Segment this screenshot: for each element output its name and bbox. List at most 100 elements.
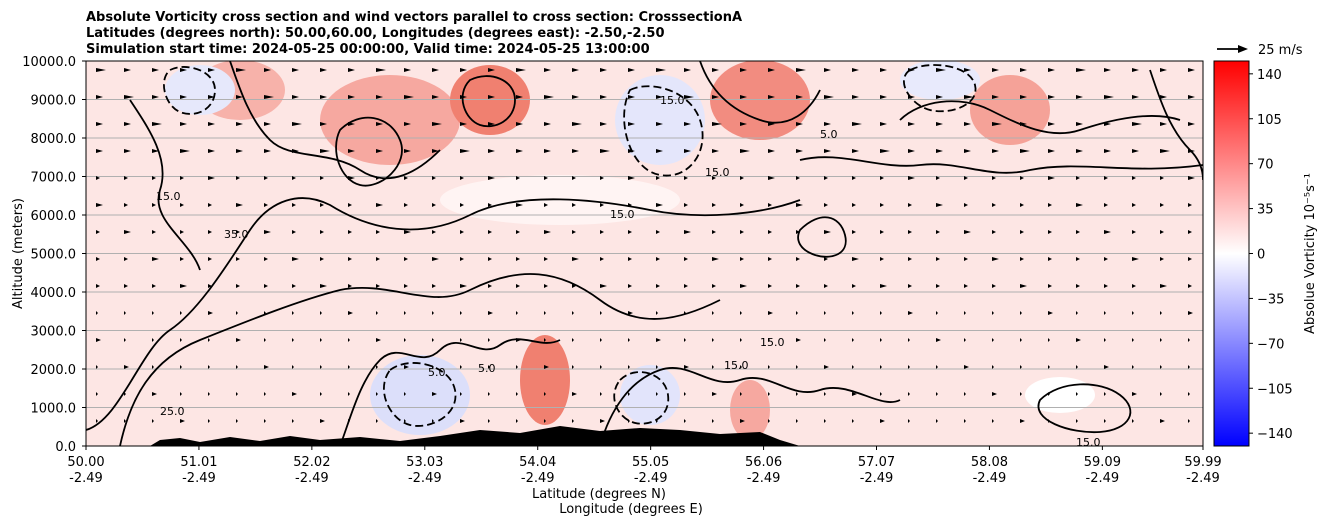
wind-vector <box>880 419 885 423</box>
wind-vector <box>1076 203 1083 207</box>
wind-vector <box>628 419 630 423</box>
wind-vector <box>432 257 439 261</box>
wind-vector <box>152 176 156 180</box>
wind-vector <box>376 203 383 207</box>
wind-vector <box>824 284 828 288</box>
wind-vector <box>1076 149 1083 153</box>
x-tick-label-lat: 52.02 <box>293 455 330 470</box>
wind-vector <box>656 311 658 315</box>
wind-vector <box>1132 419 1134 423</box>
wind-vector <box>1048 311 1053 315</box>
wind-vector <box>1020 203 1024 207</box>
wind-vector <box>124 257 128 261</box>
contour-lines-negative <box>163 64 977 427</box>
wind-vector <box>1076 365 1078 369</box>
wind-vector <box>1132 95 1139 99</box>
wind-vector <box>152 95 159 99</box>
wind-vector <box>320 95 327 99</box>
wind-vector <box>964 176 968 180</box>
wind-vector <box>796 284 800 288</box>
wind-vector <box>768 122 775 126</box>
wind-vector <box>292 122 302 126</box>
wind-vector <box>600 230 604 234</box>
wind-vector <box>264 95 274 99</box>
wind-vector <box>264 392 266 396</box>
wind-vector <box>1132 365 1134 369</box>
wind-vector <box>348 311 353 315</box>
wind-vector <box>880 392 882 396</box>
wind-vector <box>292 284 296 288</box>
contour-line <box>86 197 801 431</box>
contour-line <box>461 75 516 128</box>
wind-vector <box>628 176 635 180</box>
wind-vector <box>964 338 966 342</box>
wind-vector <box>488 95 495 99</box>
wind-vector <box>1076 176 1080 180</box>
wind-vector <box>1188 284 1192 288</box>
wind-vector <box>96 257 100 261</box>
wind-vector <box>376 95 383 99</box>
x-tick-label-lon: -2.49 <box>182 471 216 486</box>
contour-line <box>599 367 901 446</box>
wind-vector <box>824 419 826 423</box>
wind-vector <box>908 311 913 315</box>
x-tick-label-lon: -2.49 <box>1086 471 1120 486</box>
wind-vector <box>404 419 406 423</box>
wind-vector <box>208 392 210 396</box>
x-tick-label-lat: 53.03 <box>406 455 443 470</box>
wind-vector <box>852 311 854 315</box>
wind-vector <box>264 257 268 261</box>
wind-vector <box>124 365 129 369</box>
colorbar-tick-label: −140 <box>1257 427 1293 442</box>
wind-vector <box>740 419 745 423</box>
wind-vector <box>1188 392 1190 396</box>
wind-vector <box>600 68 607 72</box>
contour-line <box>339 338 561 446</box>
wind-vector <box>180 203 184 207</box>
wind-vector <box>628 392 630 396</box>
wind-vector <box>124 311 126 315</box>
wind-vector <box>1020 257 1024 261</box>
wind-vector <box>1188 338 1190 342</box>
wind-vector <box>796 149 803 153</box>
wind-vector <box>236 230 240 234</box>
wind-vector <box>488 257 492 261</box>
wind-vector <box>544 365 549 369</box>
wind-vector <box>404 203 408 207</box>
wind-vector <box>1132 176 1136 180</box>
wind-vector <box>460 338 462 342</box>
wind-vector <box>544 311 546 315</box>
wind-vector <box>292 392 297 396</box>
x-axis: 50.00-2.4951.01-2.4952.02-2.4953.03-2.49… <box>67 446 1222 486</box>
wind-vector <box>152 257 159 261</box>
wind-vector <box>768 419 770 423</box>
wind-vector <box>1188 149 1195 153</box>
wind-vector <box>572 392 577 396</box>
wind-vector <box>572 149 579 153</box>
wind-vector <box>852 392 857 396</box>
wind-vector <box>96 419 98 423</box>
wind-vector <box>460 284 467 288</box>
wind-vector <box>404 311 406 315</box>
wind-vector <box>572 176 576 180</box>
wind-vector <box>740 230 744 234</box>
contour-label: 15.0 <box>724 359 749 372</box>
wind-vector <box>964 392 966 396</box>
wind-vector <box>460 419 465 423</box>
wind-vector <box>348 365 350 369</box>
wind-vector <box>264 365 269 369</box>
terrain <box>150 426 800 446</box>
wind-vector <box>740 203 744 207</box>
wind-vector <box>348 176 355 180</box>
wind-vector <box>796 230 800 234</box>
wind-vector <box>936 392 938 396</box>
wind-vector <box>992 257 999 261</box>
wind-vector <box>572 365 574 369</box>
wind-vector <box>1188 122 1195 126</box>
wind-vector <box>348 257 352 261</box>
wind-vector <box>1104 338 1106 342</box>
wind-vector <box>1048 122 1055 126</box>
wind-vector <box>796 392 798 396</box>
wind-vector <box>544 284 548 288</box>
